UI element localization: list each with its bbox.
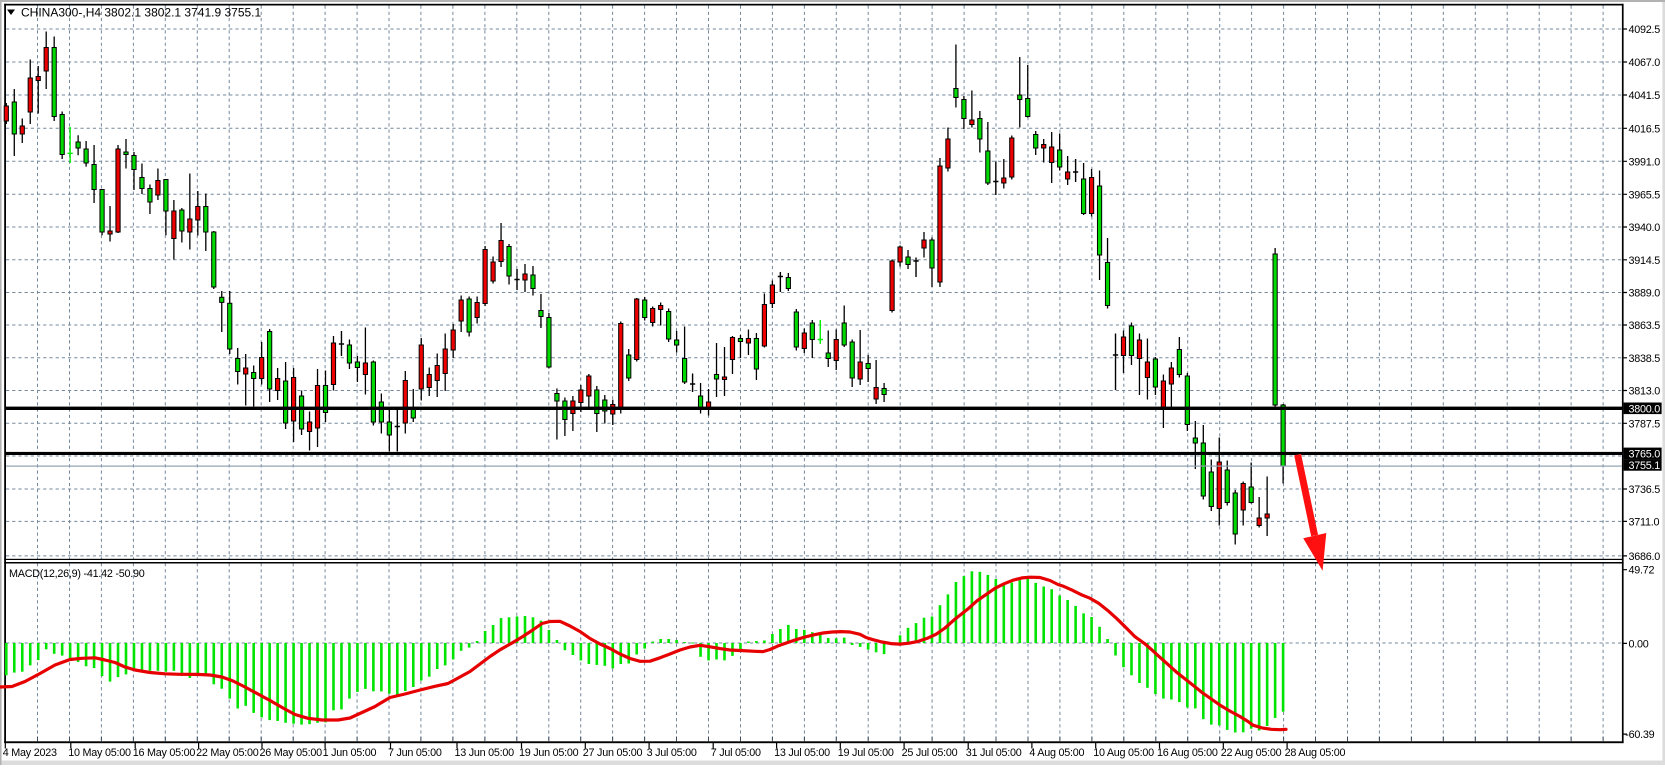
svg-text:3800.0: 3800.0 — [1629, 403, 1661, 415]
svg-text:7 Jul 05:00: 7 Jul 05:00 — [711, 747, 761, 759]
svg-text:19 Jun 05:00: 19 Jun 05:00 — [519, 747, 579, 759]
svg-text:4092.5: 4092.5 — [1629, 24, 1661, 36]
svg-text:16 Aug 05:00: 16 Aug 05:00 — [1157, 747, 1218, 759]
svg-text:3736.5: 3736.5 — [1629, 484, 1661, 496]
svg-text:MACD(12,26,9) -41.42 -50.90: MACD(12,26,9) -41.42 -50.90 — [9, 568, 145, 580]
svg-text:3686.0: 3686.0 — [1629, 551, 1661, 563]
svg-text:10 Aug 05:00: 10 Aug 05:00 — [1093, 747, 1154, 759]
svg-text:16 May 05:00: 16 May 05:00 — [133, 747, 196, 759]
svg-text:3991.0: 3991.0 — [1629, 156, 1661, 168]
svg-text:13 Jun 05:00: 13 Jun 05:00 — [455, 747, 515, 759]
svg-text:22 May 05:00: 22 May 05:00 — [196, 747, 259, 759]
svg-text:3940.0: 3940.0 — [1629, 222, 1661, 234]
svg-text:10 May 05:00: 10 May 05:00 — [68, 747, 131, 759]
svg-text:3889.0: 3889.0 — [1629, 288, 1661, 300]
svg-text:4041.5: 4041.5 — [1629, 90, 1661, 102]
svg-text:CHINA300-,H4 3802.1 3802.1 37: CHINA300-,H4 3802.1 3802.1 3741.9 3755.1 — [21, 6, 262, 20]
svg-text:4 May 2023: 4 May 2023 — [3, 747, 57, 759]
svg-text:13 Jul 05:00: 13 Jul 05:00 — [774, 747, 830, 759]
svg-text:1 Jun 05:00: 1 Jun 05:00 — [323, 747, 377, 759]
svg-text:49.72: 49.72 — [1629, 565, 1655, 577]
svg-text:27 Jun 05:00: 27 Jun 05:00 — [583, 747, 643, 759]
svg-text:4 Aug 05:00: 4 Aug 05:00 — [1029, 747, 1084, 759]
svg-text:3787.5: 3787.5 — [1629, 418, 1661, 430]
svg-text:3813.0: 3813.0 — [1629, 386, 1661, 398]
svg-text:28 Aug 05:00: 28 Aug 05:00 — [1285, 747, 1346, 759]
svg-text:25 Jul 05:00: 25 Jul 05:00 — [902, 747, 958, 759]
svg-text:4016.5: 4016.5 — [1629, 123, 1661, 135]
svg-text:4067.0: 4067.0 — [1629, 57, 1661, 69]
svg-text:0.00: 0.00 — [1629, 638, 1649, 650]
svg-text:3863.5: 3863.5 — [1629, 320, 1661, 332]
svg-text:31 Jul 05:00: 31 Jul 05:00 — [966, 747, 1022, 759]
svg-text:3711.0: 3711.0 — [1629, 516, 1660, 528]
svg-text:22 Aug 05:00: 22 Aug 05:00 — [1221, 747, 1282, 759]
svg-text:-60.39: -60.39 — [1625, 729, 1654, 741]
svg-text:3 Jul 05:00: 3 Jul 05:00 — [647, 747, 697, 759]
svg-text:19 Jul 05:00: 19 Jul 05:00 — [838, 747, 894, 759]
svg-text:3914.5: 3914.5 — [1629, 255, 1661, 267]
svg-text:3755.1: 3755.1 — [1629, 460, 1661, 472]
svg-text:3765.0: 3765.0 — [1629, 449, 1661, 461]
svg-text:3838.5: 3838.5 — [1629, 353, 1661, 365]
svg-text:26 May 05:00: 26 May 05:00 — [260, 747, 323, 759]
svg-text:3965.5: 3965.5 — [1629, 189, 1661, 201]
svg-text:7 Jun 05:00: 7 Jun 05:00 — [388, 747, 442, 759]
